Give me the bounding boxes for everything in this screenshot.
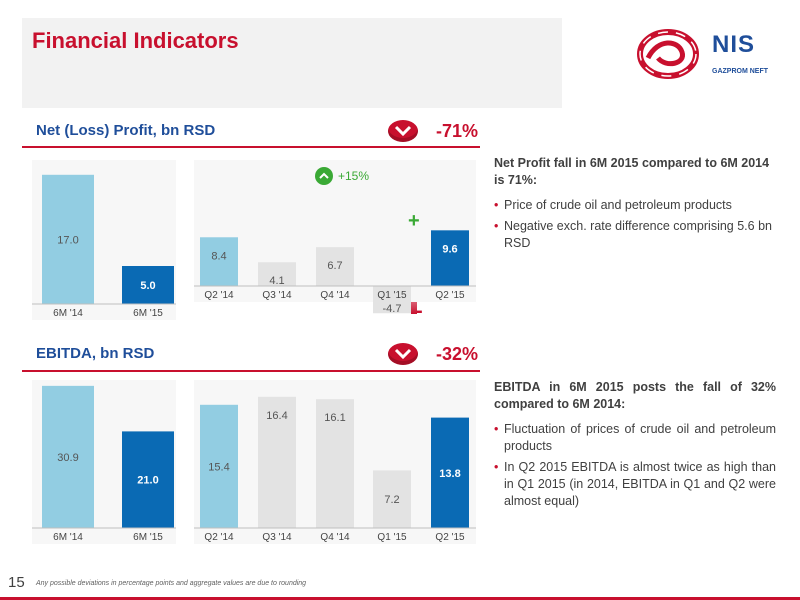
bullet-text: Fluctuation of prices of crude oil and p… [504, 422, 776, 453]
page-number: 15 [8, 574, 25, 591]
category-label: Q3 '14 [262, 290, 292, 301]
category-label: Q3 '14 [262, 532, 292, 543]
bar [316, 399, 354, 528]
ebitda-comment: EBITDA in 6M 2015 posts the fall of 32% … [494, 379, 776, 514]
bar [431, 417, 469, 528]
net-profit-title: Net (Loss) Profit, bn RSD [36, 122, 216, 139]
bullet-icon: • [494, 460, 499, 474]
bullet-text: Price of crude oil and petroleum product… [504, 198, 732, 212]
plus-sign: + [408, 210, 420, 232]
category-label: 6M '14 [53, 308, 83, 319]
logo-name: NIS [712, 31, 756, 58]
net-profit-bullet-2: • Negative exch. rate difference comprisi… [494, 218, 776, 252]
ebitda-change: -32% [436, 344, 479, 364]
bullet-icon: • [494, 422, 499, 436]
category-label: Q2 '15 [435, 532, 465, 543]
chevron-up-icon [319, 172, 329, 179]
bar [258, 262, 296, 286]
nis-swoosh-icon [637, 29, 699, 79]
category-label: Q2 '14 [204, 290, 234, 301]
data-label: 4.1 [269, 275, 284, 287]
category-label: Q4 '14 [320, 290, 350, 301]
category-label: Q2 '14 [204, 532, 234, 543]
bar [122, 266, 174, 304]
data-label: 30.9 [57, 452, 78, 464]
ebitda-down-badge [388, 343, 418, 365]
chart-panel [32, 380, 176, 544]
net-profit-comment: Net Profit fall in 6M 2015 compared to 6… [494, 155, 776, 256]
chevron-down-icon [394, 125, 412, 137]
bar [431, 230, 469, 286]
growth-label: +15% [338, 169, 370, 183]
bar [42, 385, 94, 528]
bar [373, 286, 411, 314]
page-title: Financial Indicators [32, 28, 239, 53]
ebitda-bullet-2: • In Q2 2015 EBITDA is almost twice as hi… [494, 459, 776, 510]
net-profit-comment-head: Net Profit fall in 6M 2015 compared to 6… [494, 156, 770, 187]
data-label: -4.7 [383, 303, 402, 315]
bar [122, 431, 174, 528]
minus-sign: - [416, 300, 423, 322]
bar [200, 404, 238, 528]
category-label: 6M '15 [133, 532, 163, 543]
ebitda-title: EBITDA, bn RSD [36, 345, 155, 362]
title-band [22, 18, 562, 108]
data-label: 21.0 [137, 475, 158, 487]
category-label: 6M '15 [133, 308, 163, 319]
bar [373, 470, 411, 528]
data-label: 6.7 [327, 260, 342, 272]
growth-badge [315, 167, 333, 185]
bar [258, 396, 296, 528]
chart-panel [194, 160, 476, 302]
data-label: 16.1 [324, 412, 345, 424]
bullet-text: In Q2 2015 EBITDA is almost twice as hig… [504, 460, 776, 508]
net-profit-bullet-1: • Price of crude oil and petroleum produc… [494, 197, 776, 214]
category-label: Q2 '15 [435, 290, 465, 301]
data-label: 8.4 [211, 250, 226, 262]
net-profit-divider [22, 146, 480, 148]
category-label: Q1 '15 [377, 290, 407, 301]
chevron-down-icon [394, 348, 412, 360]
ebitda-divider [22, 370, 480, 372]
logo-subtitle: GAZPROM NEFT [712, 68, 768, 75]
net-profit-change: -71% [436, 121, 479, 141]
bullet-text: Negative exch. rate difference comprisin… [504, 219, 772, 250]
data-label: 9.6 [442, 243, 457, 255]
net-profit-down-badge [388, 120, 418, 142]
bar [42, 174, 94, 304]
data-label: 16.4 [266, 410, 287, 422]
data-label: 15.4 [208, 461, 229, 473]
growth-arc-arrowhead [440, 222, 466, 240]
category-label: Q1 '15 [377, 532, 407, 543]
category-label: 6M '14 [53, 532, 83, 543]
bottom-divider [0, 597, 800, 600]
chart-panel [32, 160, 176, 320]
category-label: Q4 '14 [320, 532, 350, 543]
footnote: Any possible deviations in percentage po… [36, 580, 307, 587]
ebitda-bullet-1: • Fluctuation of prices of crude oil and … [494, 421, 776, 455]
data-label: 17.0 [57, 234, 78, 246]
data-label: 7.2 [384, 494, 399, 506]
bullet-icon: • [494, 198, 499, 212]
data-label: 5.0 [140, 280, 155, 292]
data-label: 13.8 [439, 468, 460, 480]
chart-panel [194, 380, 476, 544]
bar [200, 237, 238, 286]
bar [316, 247, 354, 286]
bullet-icon: • [494, 219, 499, 233]
ebitda-comment-head: EBITDA in 6M 2015 posts the fall of 32% … [494, 380, 776, 411]
